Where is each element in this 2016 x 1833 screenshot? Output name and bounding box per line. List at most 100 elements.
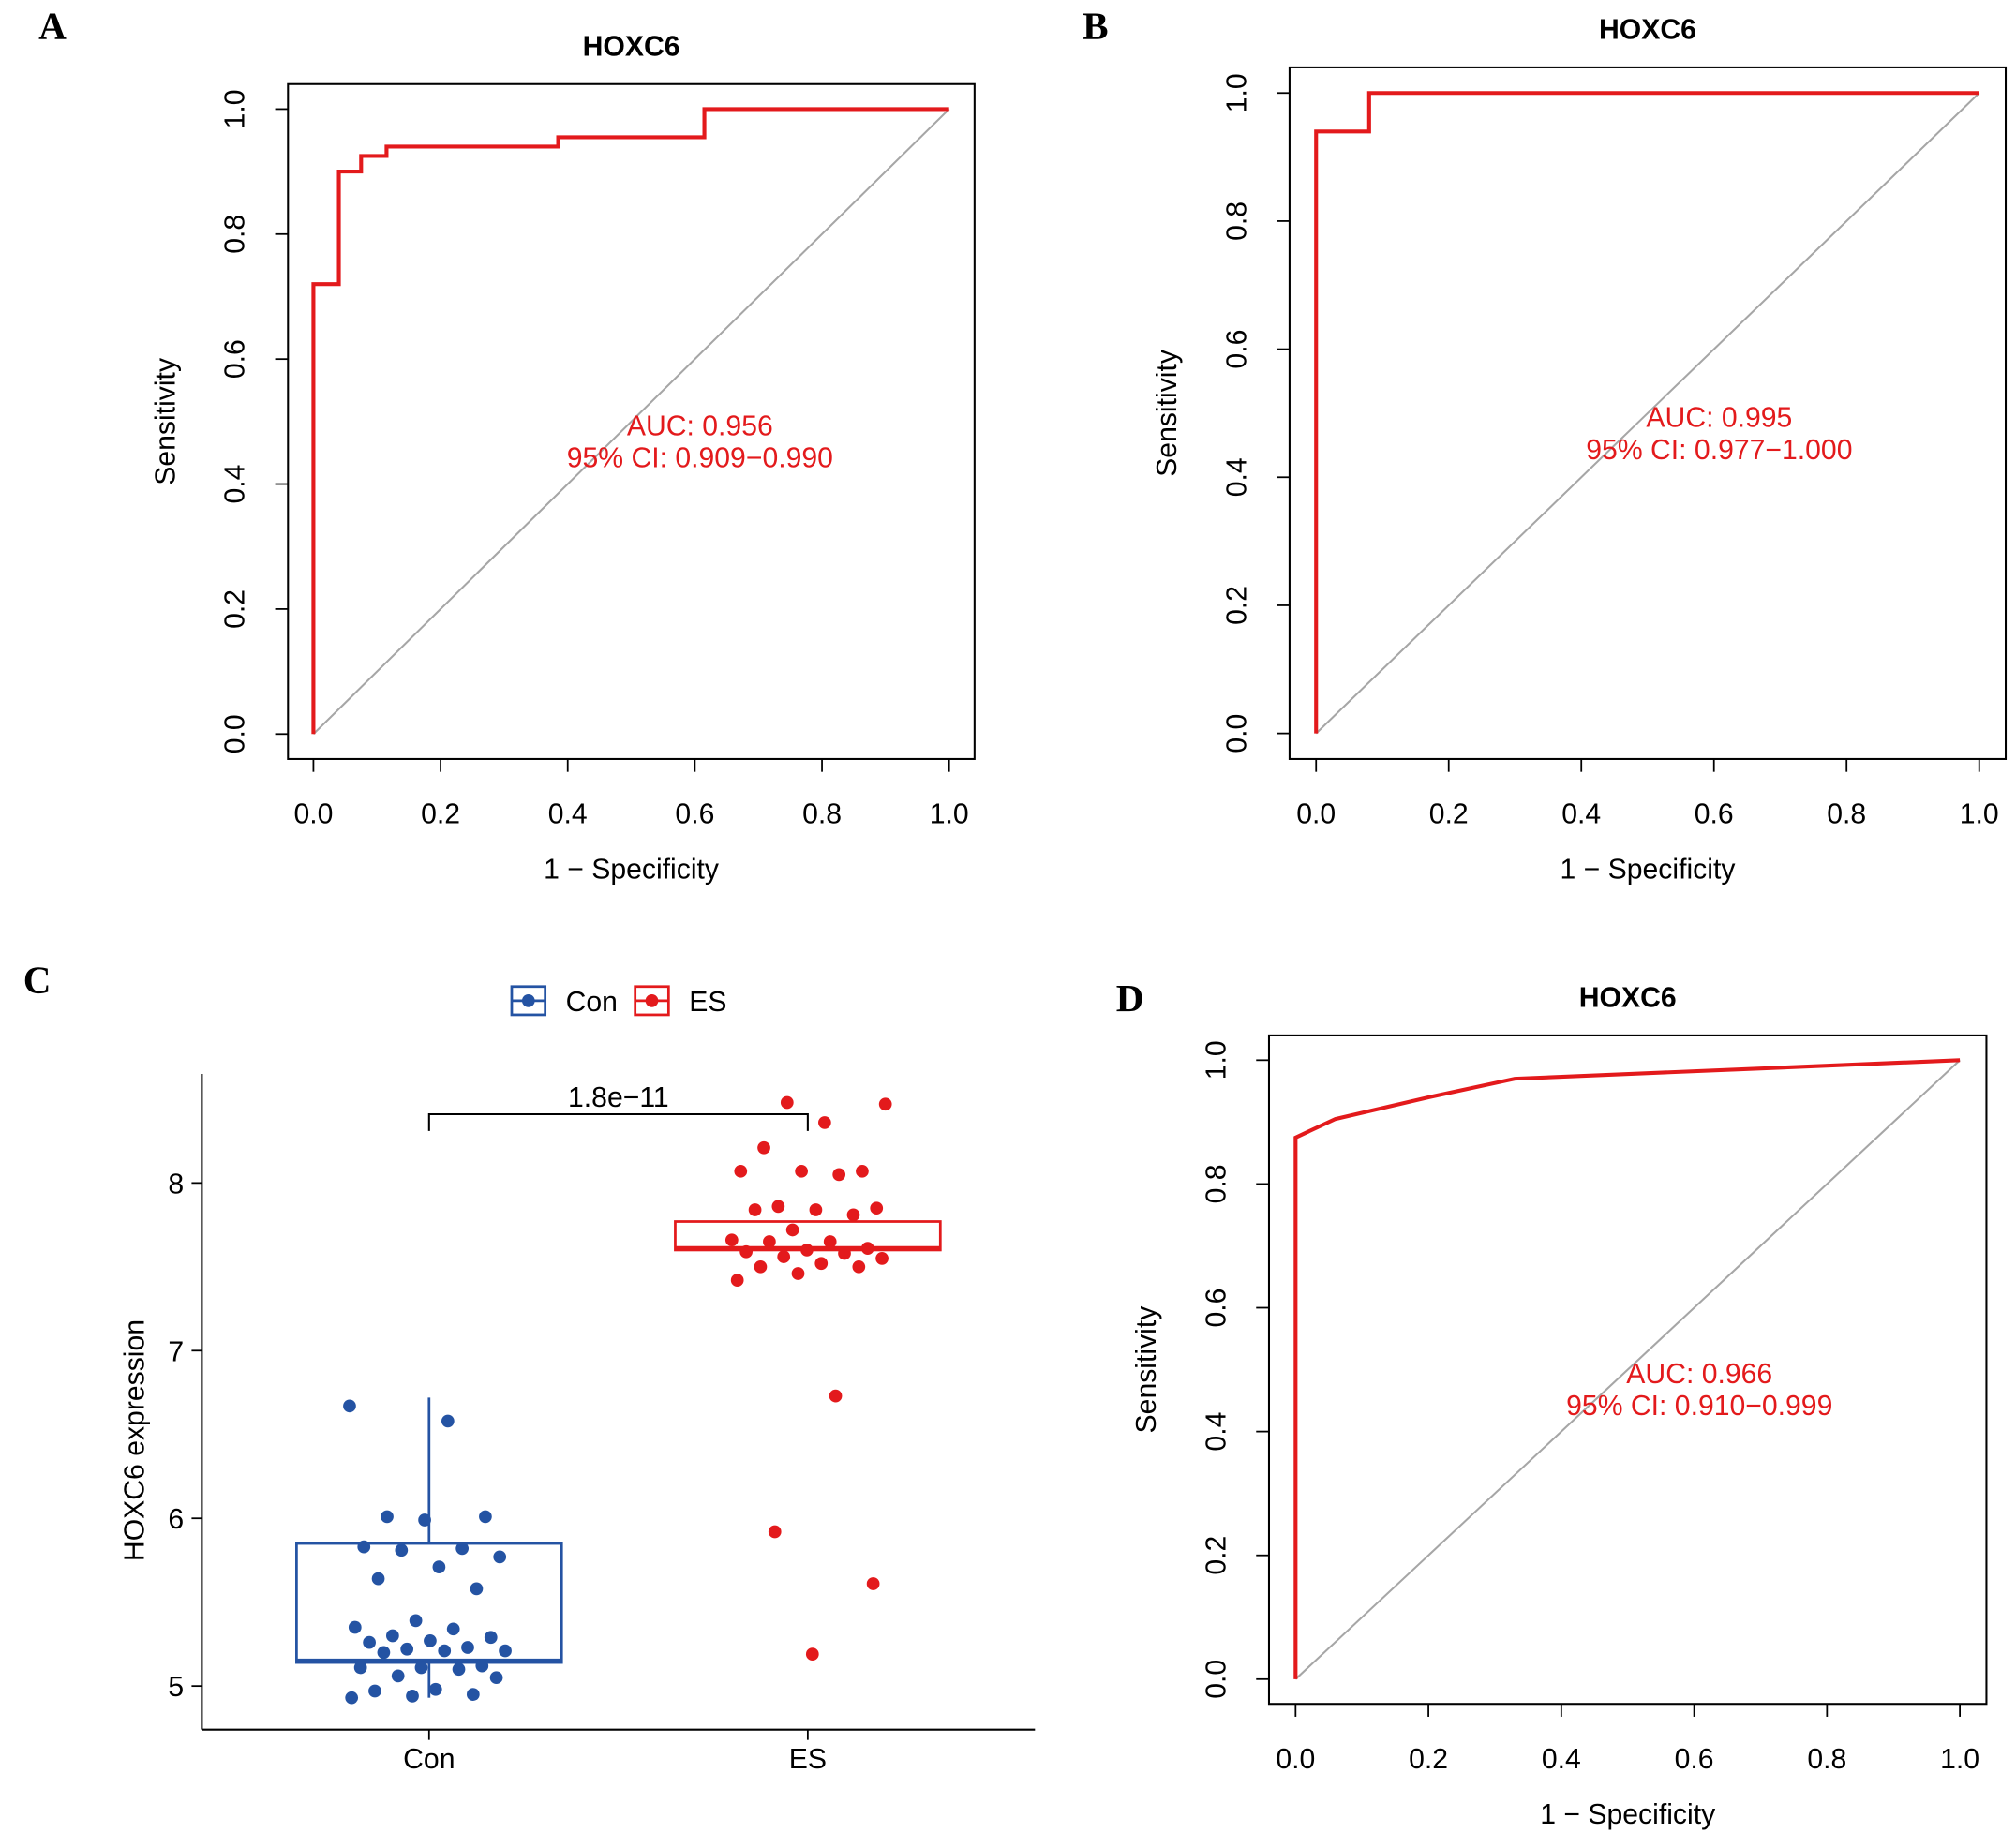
- legend-key: [645, 993, 659, 1007]
- y-tick-label: 7: [168, 1336, 184, 1367]
- x-tick-label: 0.4: [548, 799, 588, 830]
- roc-curve: [1293, 1058, 1961, 1679]
- data-point: [391, 1669, 405, 1683]
- data-point: [446, 1622, 460, 1636]
- data-point: [418, 1513, 431, 1527]
- x-tick-label: 0.0: [293, 799, 333, 830]
- x-axis-label: 1 − Specificity: [1561, 855, 1737, 886]
- data-point: [343, 1399, 356, 1413]
- data-point: [768, 1525, 782, 1539]
- data-point: [763, 1235, 776, 1248]
- x-tick-label: 0.4: [1542, 1744, 1581, 1775]
- data-point: [377, 1646, 391, 1660]
- data-point: [368, 1684, 381, 1698]
- y-tick-label: 0.0: [1201, 1660, 1232, 1699]
- data-point: [739, 1244, 753, 1259]
- x-axis-label: 1 − Specificity: [1540, 1799, 1716, 1830]
- data-point: [400, 1642, 414, 1656]
- y-tick-label: 0.0: [220, 714, 251, 753]
- data-point: [466, 1688, 480, 1701]
- panel-label: B: [1083, 5, 1108, 48]
- chart-title: HOXC6: [583, 32, 680, 63]
- data-point: [395, 1543, 409, 1557]
- data-point: [414, 1661, 428, 1675]
- diagonal: [1294, 1059, 1961, 1680]
- y-tick-label: 0.8: [1221, 201, 1252, 241]
- data-point: [823, 1235, 837, 1248]
- data-point: [800, 1244, 814, 1257]
- auc-annotation: 95% CI: 0.977−1.000: [1586, 435, 1852, 466]
- data-point: [785, 1223, 799, 1237]
- data-point: [829, 1389, 843, 1403]
- panel-label: C: [23, 959, 52, 1002]
- panel-label: A: [38, 5, 67, 48]
- x-tick-label: 0.8: [802, 799, 842, 830]
- data-point: [479, 1510, 492, 1524]
- data-point: [386, 1629, 399, 1643]
- y-tick-label: 6: [168, 1504, 184, 1535]
- x-tick-label: 0.8: [1827, 799, 1866, 830]
- y-axis-label: Sensitivity: [1131, 1305, 1162, 1434]
- data-point: [381, 1510, 394, 1524]
- x-tick-label: 0.0: [1276, 1744, 1315, 1775]
- x-tick-label: 0.4: [1561, 799, 1601, 830]
- data-point: [371, 1572, 385, 1586]
- y-tick-label: 0.2: [220, 589, 251, 629]
- y-tick-label: 0.8: [220, 215, 251, 254]
- data-point: [809, 1203, 823, 1216]
- y-tick-label: 8: [168, 1169, 184, 1200]
- y-tick-label: 0.6: [220, 339, 251, 379]
- auc-annotation: AUC: 0.966: [1626, 1359, 1772, 1390]
- x-tick-label: 0.6: [675, 799, 714, 830]
- plot-frame: [1267, 1034, 1988, 1706]
- data-point: [438, 1644, 452, 1658]
- significance-bracket: [427, 1112, 809, 1131]
- y-tick-label: 0.2: [1201, 1536, 1232, 1575]
- y-tick-label: 0.4: [220, 465, 251, 504]
- data-point: [452, 1662, 466, 1677]
- x-tick-label: 0.2: [1429, 799, 1469, 830]
- x-tick-label: 0.8: [1807, 1744, 1846, 1775]
- data-point: [730, 1274, 744, 1287]
- data-point: [780, 1095, 794, 1110]
- p-value: 1.8e−11: [568, 1082, 669, 1113]
- legend-label: ES: [689, 987, 726, 1018]
- data-point: [406, 1690, 419, 1703]
- chart-title: HOXC6: [1599, 15, 1696, 46]
- data-point: [805, 1647, 819, 1662]
- data-point: [409, 1614, 423, 1628]
- data-point: [461, 1641, 474, 1654]
- data-point: [489, 1671, 503, 1685]
- data-point: [777, 1250, 791, 1263]
- y-axis-label: Sensitivity: [151, 357, 182, 485]
- data-point: [748, 1203, 762, 1216]
- data-point: [363, 1635, 376, 1649]
- data-point: [814, 1257, 829, 1271]
- legend-label: Con: [566, 987, 618, 1018]
- diagonal: [1315, 92, 1980, 735]
- x-tick-label: 1.0: [1940, 1744, 1979, 1775]
- data-point: [754, 1259, 768, 1274]
- data-point: [499, 1644, 512, 1658]
- data-point: [838, 1246, 851, 1260]
- y-tick-label: 0.6: [1201, 1289, 1232, 1328]
- data-point: [875, 1252, 889, 1265]
- plot-frame: [1288, 66, 2008, 760]
- data-point: [470, 1582, 484, 1596]
- x-tick-label: 0.6: [1695, 799, 1734, 830]
- data-point: [795, 1164, 808, 1178]
- y-tick-label: 1.0: [1201, 1040, 1232, 1080]
- data-point: [870, 1201, 884, 1215]
- auc-annotation: 95% CI: 0.909−0.990: [567, 443, 833, 474]
- roc-curve: [311, 107, 949, 735]
- data-point: [724, 1233, 739, 1247]
- data-point: [791, 1267, 805, 1280]
- legend-key: [521, 993, 535, 1007]
- data-point: [757, 1140, 770, 1155]
- data-point: [493, 1550, 507, 1564]
- x-tick-label: Con: [403, 1744, 455, 1775]
- diagonal: [312, 108, 950, 736]
- data-point: [734, 1164, 748, 1178]
- auc-annotation: 95% CI: 0.910−0.999: [1566, 1391, 1832, 1422]
